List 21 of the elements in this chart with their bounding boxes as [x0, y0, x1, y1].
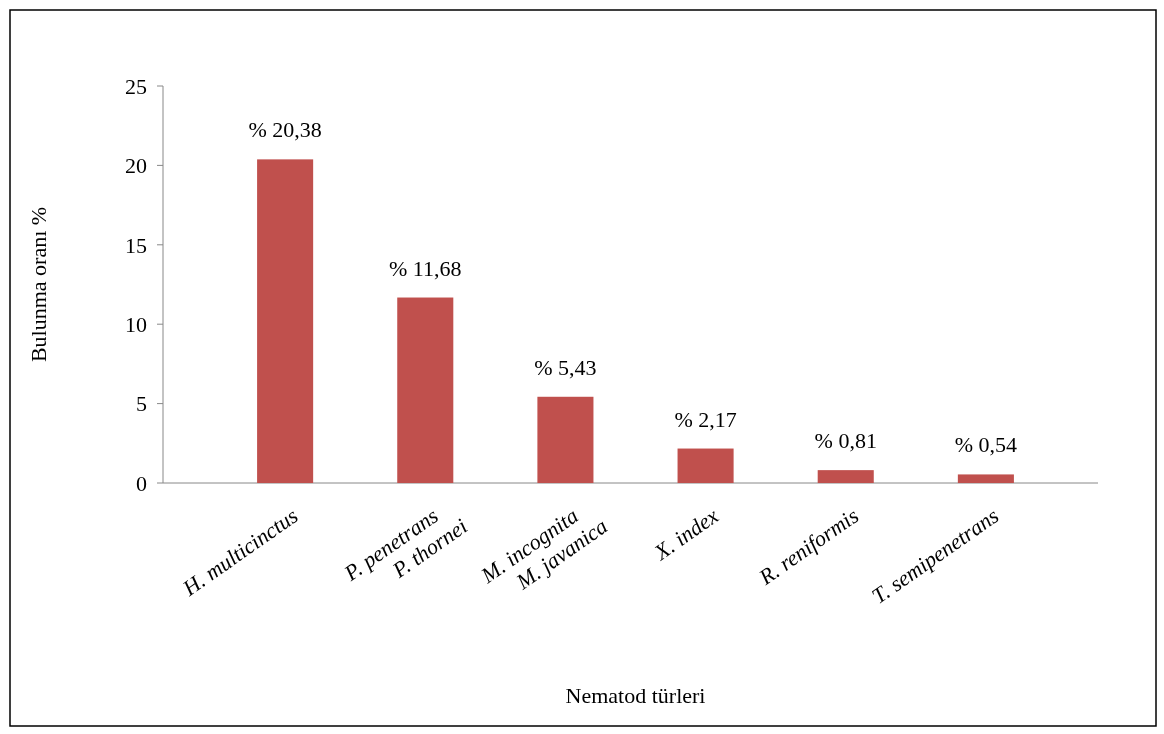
- bar: [257, 159, 314, 483]
- y-tick-label: 15: [125, 232, 147, 258]
- data-label: % 0,81: [814, 428, 877, 454]
- y-tick-label: 20: [125, 153, 147, 179]
- data-label: % 0,54: [954, 432, 1018, 458]
- y-tick-label: 25: [125, 73, 147, 99]
- x-tick-label: X. index: [648, 502, 724, 566]
- y-tick-label: 10: [125, 311, 147, 337]
- x-axis-title: Nematod türleri: [565, 683, 706, 708]
- bar: [957, 474, 1014, 483]
- y-tick-label: 5: [136, 391, 147, 417]
- data-label: % 20,38: [248, 117, 322, 143]
- bar: [397, 297, 454, 483]
- bar: [537, 396, 594, 483]
- data-label: % 11,68: [389, 255, 462, 281]
- y-axis-title: Bulunma oranı %: [26, 206, 51, 363]
- data-label: % 2,17: [674, 406, 737, 432]
- data-label: % 5,43: [534, 354, 597, 380]
- y-tick-label: 0: [136, 470, 147, 496]
- bar: [817, 470, 874, 483]
- bar: [677, 448, 734, 483]
